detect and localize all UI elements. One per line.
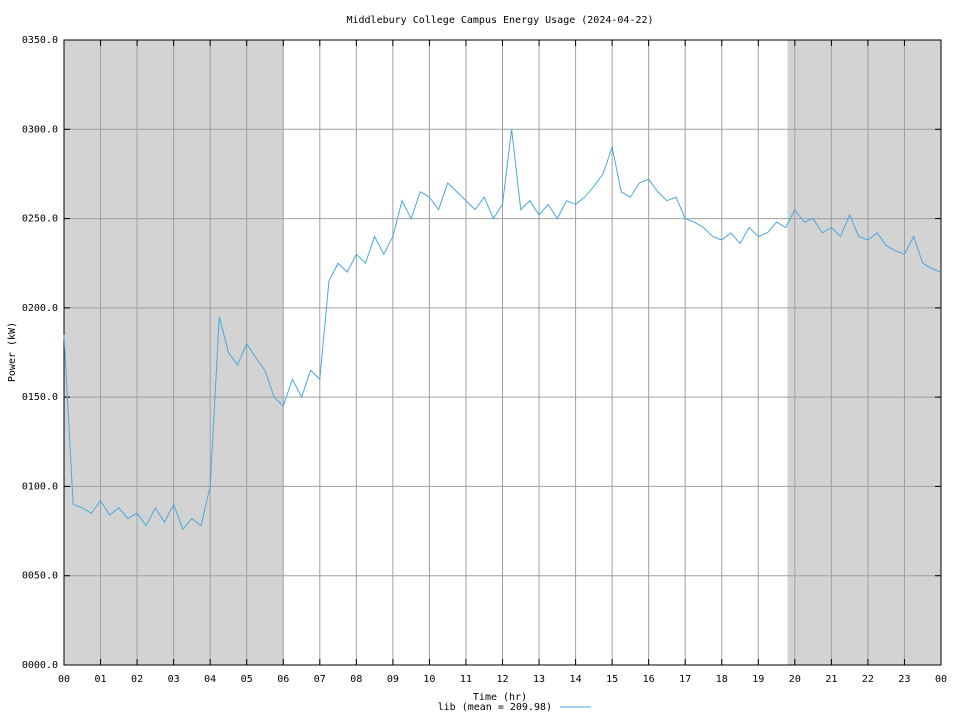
x-tick-label: 00 (58, 674, 70, 685)
x-axis-label: Time (hr) (473, 692, 527, 703)
x-tick-label: 05 (241, 674, 253, 685)
x-tick-label: 01 (95, 674, 107, 685)
x-tick-label: 03 (168, 674, 180, 685)
x-tick-label: 16 (643, 674, 655, 685)
x-tick-label: 09 (387, 674, 399, 685)
y-tick-label: 0000.0 (22, 660, 58, 671)
y-axis-label: Power (kW) (7, 322, 18, 382)
chart-title: Middlebury College Campus Energy Usage (… (346, 15, 653, 26)
data-line (63, 129, 942, 531)
y-tick-label: 0050.0 (22, 571, 58, 582)
x-tick-label: 11 (460, 674, 472, 685)
plot-layer (63, 39, 942, 666)
y-tick-label: 0100.0 (22, 481, 58, 492)
x-tick-label: 23 (898, 674, 910, 685)
y-tick-label: 0200.0 (22, 303, 58, 314)
legend-label: lib (mean = 209.98) (438, 702, 552, 713)
x-tick-label: 00 (935, 674, 947, 685)
y-tick-label: 0300.0 (22, 124, 58, 135)
x-tick-label: 17 (679, 674, 691, 685)
x-tick-label: 20 (789, 674, 801, 685)
x-tick-label: 19 (752, 674, 764, 685)
x-tick-label: 06 (277, 674, 289, 685)
x-tick-label: 12 (496, 674, 508, 685)
x-tick-label: 08 (350, 674, 362, 685)
night-shade (787, 40, 941, 665)
y-tick-label: 0150.0 (22, 392, 58, 403)
x-tick-label: 14 (570, 674, 582, 685)
x-tick-label: 13 (533, 674, 545, 685)
x-tick-label: 02 (131, 674, 143, 685)
x-tick-label: 04 (204, 674, 216, 685)
x-tick-label: 15 (606, 674, 618, 685)
y-tick-label: 0350.0 (22, 35, 58, 46)
x-tick-label: 07 (314, 674, 326, 685)
x-tick-label: 22 (862, 674, 874, 685)
x-tick-label: 10 (423, 674, 435, 685)
y-tick-label: 0250.0 (22, 214, 58, 225)
plot-frame (63, 39, 942, 666)
x-tick-label: 18 (716, 674, 728, 685)
x-tick-label: 21 (825, 674, 837, 685)
